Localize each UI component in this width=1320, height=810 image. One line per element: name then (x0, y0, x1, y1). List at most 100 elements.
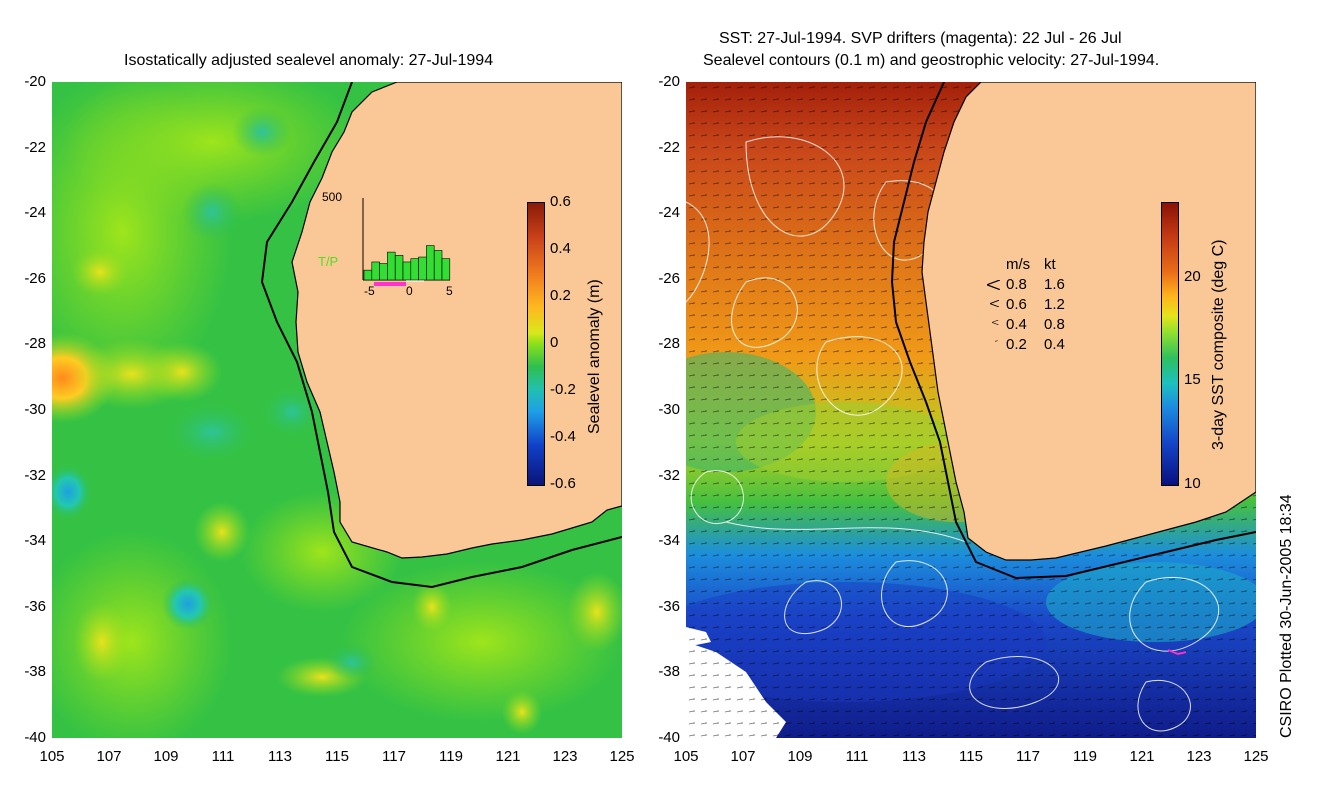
inset-xtick-zero: 0 (406, 284, 413, 298)
x-tick-label: 105 (39, 748, 65, 765)
legend-ms-value: 0.2 (1006, 336, 1027, 353)
right-sst-map (686, 82, 1256, 738)
x-tick-label: 121 (495, 748, 521, 765)
colorbar-tick: 20 (1184, 267, 1201, 285)
y-tick-label: -24 (658, 204, 680, 222)
colorbar-tick: -0.6 (550, 475, 576, 492)
colorbar-tick: 0 (550, 334, 559, 351)
x-tick-label: 121 (1129, 748, 1155, 765)
sealevel-colorbar-label: Sealevel anomaly (m) (586, 279, 603, 434)
x-tick-label: 105 (673, 748, 699, 765)
y-tick-label: -36 (24, 597, 46, 615)
y-tick-label: -32 (24, 466, 46, 484)
y-tick-label: -40 (658, 729, 680, 746)
y-tick-label: -26 (24, 269, 46, 287)
legend-ms-value: 0.6 (1006, 296, 1027, 313)
x-tick-label: 117 (1016, 748, 1040, 765)
legend-header-kt: kt (1044, 256, 1056, 273)
histogram-bar (426, 245, 435, 281)
legend-kt-value: 1.6 (1044, 276, 1065, 293)
y-tick-label: -30 (658, 401, 680, 418)
x-tick-label: 113 (902, 748, 926, 765)
credit-label: CSIRO Plotted 30-Jun-2005 18:34 (1278, 494, 1295, 738)
histogram-bar (394, 255, 404, 281)
histogram-bar (363, 269, 373, 281)
legend-kt-value: 1.2 (1044, 296, 1065, 313)
y-tick-label: -22 (24, 138, 46, 156)
sst-colorbar (1161, 202, 1179, 486)
y-tick-label: -20 (658, 73, 680, 90)
histogram-bar (418, 256, 427, 281)
x-tick-label: 115 (959, 748, 983, 765)
colorbar-tick: 0.6 (550, 193, 571, 210)
sealevel-contours (686, 136, 1219, 732)
drifter-track (1167, 649, 1187, 656)
colorbar-tick: 0.4 (550, 240, 571, 257)
histogram-bar (387, 251, 396, 281)
y-tick-label: -24 (24, 204, 46, 222)
legend-ms-value: 0.8 (1006, 276, 1027, 293)
x-tick-label: 125 (609, 748, 635, 765)
right-panel-title-line1: SST: 27-Jul-1994. SVP drifters (magenta)… (719, 30, 1122, 47)
sealevel-colorbar (527, 202, 545, 486)
shelf-contour (890, 82, 1256, 580)
y-tick-label: -36 (658, 597, 680, 615)
colorbar-tick: -0.2 (550, 381, 576, 398)
x-tick-label: 123 (552, 748, 578, 765)
y-tick-label: -38 (658, 663, 680, 681)
y-tick-label: -26 (658, 269, 680, 287)
inset-ymax-label: 500 (322, 190, 343, 204)
shelf-contour (260, 82, 622, 589)
y-tick-label: -28 (658, 335, 680, 353)
legend-header-ms: m/s (1006, 256, 1031, 273)
sst-colorbar-label: 3-day SST composite (deg C) (1210, 239, 1227, 450)
histogram-bar (402, 261, 412, 281)
legend-arrow-icon (986, 280, 1000, 290)
inset-xtick-min: -5 (364, 284, 375, 298)
x-tick-label: 125 (1243, 748, 1269, 765)
x-tick-label: 107 (730, 748, 756, 765)
x-tick-label: 123 (1186, 748, 1212, 765)
y-tick-label: -40 (24, 729, 46, 746)
y-tick-label: -38 (24, 663, 46, 681)
left-panel-title: Isostatically adjusted sealevel anomaly:… (124, 52, 494, 69)
histogram-bar (379, 263, 388, 281)
y-tick-label: -22 (658, 138, 680, 156)
legend-kt-value: 0.4 (1044, 336, 1065, 353)
histogram-bar (371, 261, 380, 281)
histogram-bar (433, 250, 443, 281)
legend-kt-value: 0.8 (1044, 316, 1065, 333)
x-tick-label: 109 (787, 748, 813, 765)
legend-arrow-icon (995, 340, 999, 343)
cold-eddy (162, 578, 214, 630)
colorbar-tick: 10 (1184, 475, 1201, 492)
x-tick-label: 119 (439, 748, 463, 765)
y-tick-label: -34 (24, 532, 46, 550)
y-tick-label: -30 (24, 401, 46, 418)
x-tick-label: 111 (211, 748, 235, 765)
velocity-legend: m/s kt 0.8 1.6 0.6 1.2 0.4 0.8 0.2 0.4 (980, 256, 1100, 353)
x-tick-label: 115 (325, 748, 349, 765)
x-tick-label: 107 (96, 748, 122, 765)
y-tick-label: -32 (658, 466, 680, 484)
colorbar-tick: 0.2 (550, 287, 571, 304)
x-tick-label: 111 (845, 748, 869, 765)
histogram-bar (410, 258, 419, 281)
x-tick-label: 113 (268, 748, 292, 765)
inset-histogram: 500 T/P -5 0 5 (318, 188, 468, 298)
colorbar-tick: 15 (1184, 371, 1201, 389)
y-tick-label: -28 (24, 335, 46, 353)
x-tick-label: 119 (1073, 748, 1097, 765)
colorbar-tick: -0.4 (550, 428, 576, 445)
y-tick-label: -20 (24, 73, 46, 90)
x-tick-label: 117 (382, 748, 406, 765)
inset-xtick-max: 5 (446, 284, 453, 298)
y-tick-label: -34 (658, 532, 680, 550)
x-tick-label: 109 (153, 748, 179, 765)
legend-arrow-icon (989, 300, 1000, 308)
histogram-bar (441, 258, 451, 281)
legend-ms-value: 0.4 (1006, 316, 1027, 333)
right-panel-title-line2: Sealevel contours (0.1 m) and geostrophi… (703, 52, 1160, 69)
inset-series-label: T/P (318, 254, 339, 269)
legend-arrow-icon (992, 320, 999, 325)
